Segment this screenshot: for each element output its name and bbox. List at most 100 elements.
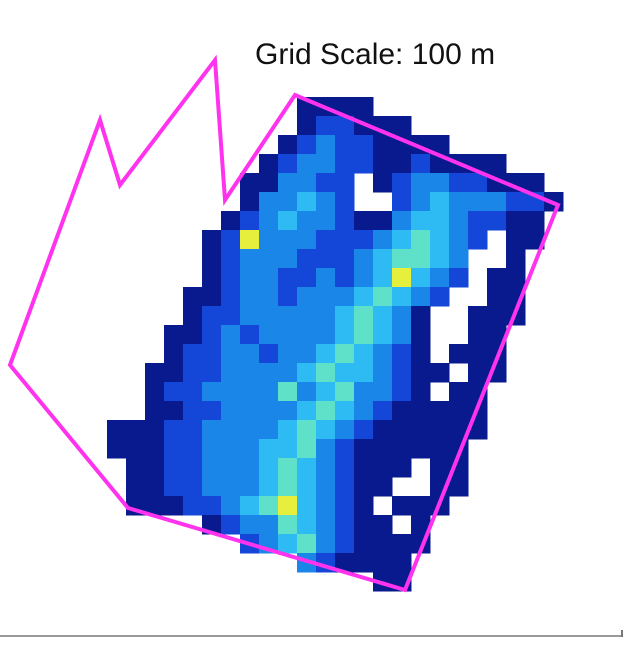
grid-cell (240, 306, 260, 326)
grid-cell (278, 477, 298, 497)
grid-cell (297, 439, 317, 459)
grid-cell (183, 306, 203, 326)
grid-cell (392, 306, 412, 326)
grid-cell (411, 230, 431, 250)
grid-cell (240, 363, 260, 383)
grid-cell (525, 211, 545, 231)
grid-cell (392, 230, 412, 250)
grid-cell (354, 534, 374, 554)
grid-cell (468, 211, 488, 231)
grid-cell (411, 439, 431, 459)
grid-cell (240, 249, 260, 269)
grid-cell (373, 515, 393, 535)
grid-cell (354, 515, 374, 535)
grid-cell (430, 135, 450, 155)
grid-cell (487, 268, 507, 288)
grid-cell (354, 382, 374, 402)
grid-cell (297, 268, 317, 288)
grid-cell (335, 135, 355, 155)
grid-cell (221, 306, 241, 326)
grid-cell (506, 192, 526, 212)
grid-cell (392, 154, 412, 174)
grid-cell (335, 268, 355, 288)
grid-cell (335, 116, 355, 136)
grid-cell (316, 382, 336, 402)
grid-cell (468, 325, 488, 345)
grid-cell (373, 534, 393, 554)
grid-cell (373, 344, 393, 364)
grid-cell (449, 268, 469, 288)
grid-cell (259, 249, 279, 269)
grid-cell (164, 325, 184, 345)
grid-cell (487, 154, 507, 174)
grid-cell (373, 325, 393, 345)
grid-cell (449, 477, 469, 497)
grid-cell (449, 230, 469, 250)
grid-cell (316, 116, 336, 136)
grid-cell (278, 363, 298, 383)
grid-cell (221, 230, 241, 250)
grid-cell (354, 458, 374, 478)
grid-cell (392, 420, 412, 440)
grid-cell (373, 458, 393, 478)
grid-cell (335, 477, 355, 497)
grid-cell (278, 496, 298, 516)
grid-cell (525, 230, 545, 250)
grid-cell (297, 249, 317, 269)
grid-cell (430, 401, 450, 421)
grid-cell (259, 192, 279, 212)
grid-cell (259, 363, 279, 383)
grid-cell (126, 477, 146, 497)
grid-cell (221, 477, 241, 497)
grid-cell (221, 211, 241, 231)
grid-cell (411, 173, 431, 193)
grid-cell (297, 420, 317, 440)
grid-cell (392, 344, 412, 364)
grid-cell (259, 439, 279, 459)
grid-cell (221, 496, 241, 516)
grid-cell (297, 477, 317, 497)
grid-cell (259, 306, 279, 326)
grid-cell (430, 230, 450, 250)
grid-cell (278, 287, 298, 307)
grid-cell (373, 477, 393, 497)
grid-cell (430, 439, 450, 459)
grid-cell (221, 420, 241, 440)
grid-cell (487, 306, 507, 326)
grid-cell (259, 325, 279, 345)
grid-cell (240, 515, 260, 535)
grid-cell (335, 458, 355, 478)
grid-cell (468, 420, 488, 440)
grid-cell (468, 306, 488, 326)
grid-cell (316, 439, 336, 459)
grid-cell (354, 306, 374, 326)
grid-cell (316, 534, 336, 554)
grid-cell (278, 173, 298, 193)
grid-cell (392, 325, 412, 345)
grid-cell (297, 116, 317, 136)
grid-cell (202, 344, 222, 364)
grid-cell (297, 230, 317, 250)
grid-cell (411, 287, 431, 307)
grid-cell (202, 458, 222, 478)
grid-cell (202, 325, 222, 345)
grid-cell (221, 439, 241, 459)
grid-cell (164, 344, 184, 364)
grid-cell (354, 344, 374, 364)
heat-grid (107, 97, 564, 592)
grid-cell (411, 344, 431, 364)
grid-cell (145, 496, 165, 516)
grid-cell (316, 230, 336, 250)
grid-cell (316, 363, 336, 383)
grid-cell (183, 496, 203, 516)
grid-cell (335, 344, 355, 364)
grid-cell (297, 458, 317, 478)
grid-cell (316, 211, 336, 231)
grid-cell (373, 553, 393, 573)
grid-cell (354, 154, 374, 174)
grid-cell (354, 268, 374, 288)
grid-cell (259, 268, 279, 288)
grid-cell (411, 496, 431, 516)
grid-cell (411, 515, 431, 535)
grid-cell (316, 192, 336, 212)
